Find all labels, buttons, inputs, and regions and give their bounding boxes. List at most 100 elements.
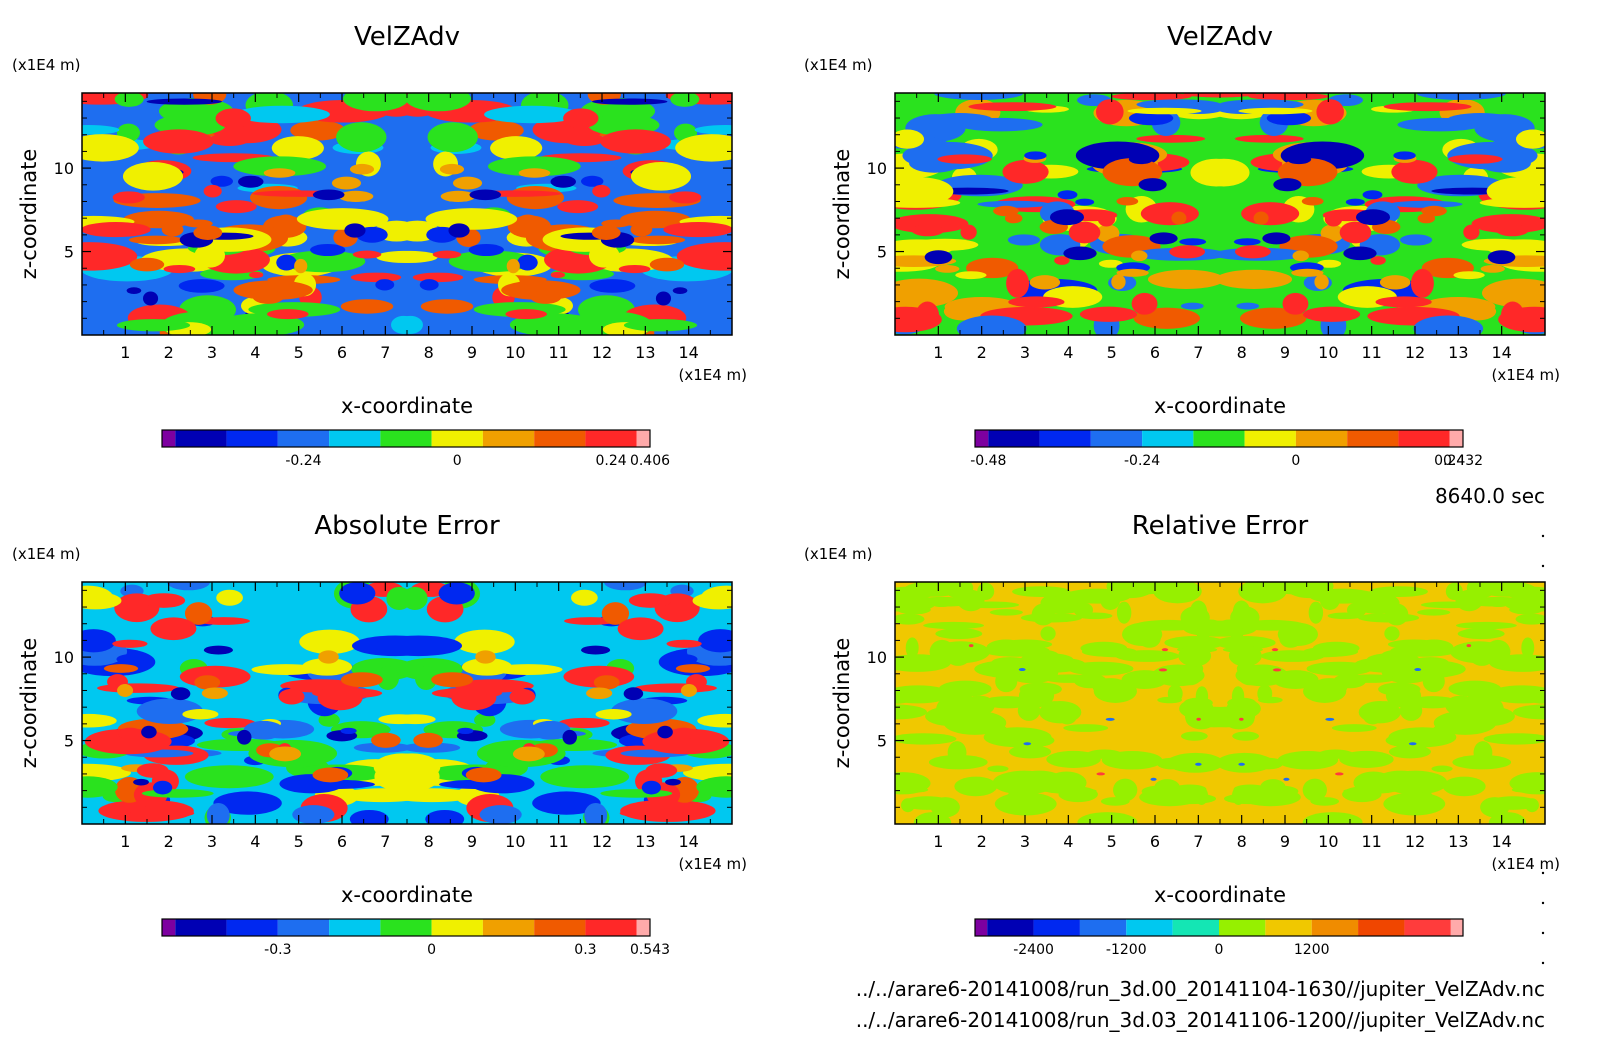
colorbar-swatch bbox=[380, 919, 432, 936]
x-tick-label: 1 bbox=[933, 832, 943, 851]
contour-spot bbox=[593, 675, 620, 690]
colorbar-swatch bbox=[975, 919, 988, 936]
contour-region bbox=[1067, 661, 1134, 676]
contour-spot bbox=[310, 243, 346, 257]
colorbar: -0.24 0 0.24 0.406 bbox=[161, 429, 670, 469]
contour-spot bbox=[1343, 246, 1377, 261]
contour-spot bbox=[1324, 211, 1343, 227]
contour-region bbox=[698, 629, 732, 653]
contour-region bbox=[1019, 682, 1062, 697]
contour-region bbox=[630, 235, 686, 245]
contour-region bbox=[1113, 778, 1138, 802]
colorbar-swatch bbox=[585, 430, 637, 447]
x-tick-label: 13 bbox=[635, 832, 655, 851]
contour-region bbox=[412, 272, 464, 283]
contour-region bbox=[474, 713, 496, 727]
contour-spot bbox=[1356, 209, 1391, 226]
y-tick-label: 10 bbox=[54, 159, 74, 178]
y-unit-label: (x1E4 m) bbox=[12, 545, 81, 563]
contour-spot bbox=[465, 767, 502, 783]
contour-spot bbox=[1272, 668, 1282, 672]
contour-spot bbox=[1466, 644, 1472, 648]
contour-region bbox=[1400, 234, 1433, 246]
contour-region bbox=[983, 727, 1052, 748]
colorbar-swatch bbox=[1219, 919, 1266, 936]
x-tick-label: 1 bbox=[120, 832, 130, 851]
contour-region bbox=[1008, 296, 1065, 308]
contour-region bbox=[939, 680, 992, 697]
contour-spot bbox=[550, 175, 576, 188]
contour-region bbox=[233, 280, 313, 300]
contour-spot bbox=[248, 271, 264, 278]
x-tick-label: 3 bbox=[207, 832, 217, 851]
y-tick-label: 5 bbox=[877, 732, 887, 751]
contour-region bbox=[1390, 644, 1458, 657]
contour-spot bbox=[1158, 668, 1168, 672]
colorbar-swatch bbox=[1295, 430, 1348, 447]
contour-spot bbox=[1314, 274, 1329, 290]
contour-region bbox=[1131, 292, 1158, 315]
contour-region bbox=[233, 156, 327, 177]
contour-region bbox=[1486, 177, 1545, 206]
contour-region bbox=[394, 714, 436, 725]
contour-spot bbox=[457, 727, 474, 735]
contour-region bbox=[895, 733, 957, 745]
contour-region bbox=[604, 582, 647, 591]
colorbar-tick-label: -0.48 bbox=[970, 453, 1006, 469]
colorbar-swatch bbox=[277, 919, 330, 936]
contour-region bbox=[215, 200, 257, 214]
contour-region bbox=[1417, 609, 1451, 616]
x-tick-label: 6 bbox=[337, 832, 347, 851]
contour-spot bbox=[1253, 211, 1269, 225]
contour-region bbox=[623, 319, 698, 332]
contour-region bbox=[697, 713, 732, 728]
x-tick-label: 14 bbox=[1491, 343, 1511, 362]
contour-region bbox=[82, 222, 151, 238]
contour-spot bbox=[1335, 772, 1344, 776]
contour-region bbox=[454, 629, 515, 655]
colorbar-swatch bbox=[1265, 919, 1312, 936]
contour-region bbox=[989, 609, 1023, 616]
contour-region bbox=[292, 805, 335, 824]
contour-spot bbox=[1149, 232, 1178, 245]
contour-region bbox=[905, 637, 919, 659]
y-tick-label: 5 bbox=[64, 243, 74, 262]
y-unit-label: (x1E4 m) bbox=[804, 545, 873, 563]
contour-spot bbox=[1325, 717, 1335, 721]
contour-region bbox=[1138, 629, 1161, 648]
contour-spot bbox=[1063, 246, 1097, 261]
x-tick-label: 2 bbox=[164, 343, 174, 362]
contour-region bbox=[1185, 93, 1257, 98]
contour-region bbox=[588, 243, 620, 268]
panel-title: VelZAdv bbox=[1167, 22, 1273, 52]
x-tick-label: 9 bbox=[1280, 343, 1290, 362]
contour-spot bbox=[1283, 777, 1290, 781]
contour-spot bbox=[432, 250, 462, 259]
contour-region bbox=[82, 134, 139, 162]
y-tick-label: 5 bbox=[877, 243, 887, 262]
x-ticks: 1 2 3 4 5 6 7 8 9 10 11 12 13 14 bbox=[916, 93, 1524, 362]
contour-spot bbox=[669, 191, 702, 204]
contour-region bbox=[1277, 751, 1339, 770]
contour-region bbox=[1147, 269, 1225, 289]
contour-region bbox=[178, 279, 225, 293]
colorbar-swatch bbox=[162, 430, 176, 447]
contour-region bbox=[1302, 778, 1327, 802]
x-tick-label: 10 bbox=[1318, 343, 1338, 362]
contour-region bbox=[943, 582, 974, 598]
contour-region bbox=[299, 629, 360, 655]
contour-region bbox=[1327, 612, 1363, 620]
contour-region bbox=[182, 709, 219, 720]
x-tick-label: 12 bbox=[1405, 832, 1425, 851]
contour-region bbox=[1448, 154, 1503, 164]
contour-region bbox=[501, 280, 581, 300]
heatmap-plot bbox=[82, 582, 732, 824]
x-tick-label: 14 bbox=[1491, 832, 1511, 851]
contour-region bbox=[913, 812, 952, 824]
contour-region bbox=[340, 672, 383, 688]
colorbar: -2400 -1200 0 1200 bbox=[974, 918, 1464, 958]
contour-region bbox=[1413, 315, 1484, 335]
contour-spot bbox=[1370, 256, 1386, 265]
contour-region bbox=[1358, 613, 1420, 623]
contour-region bbox=[350, 272, 402, 283]
